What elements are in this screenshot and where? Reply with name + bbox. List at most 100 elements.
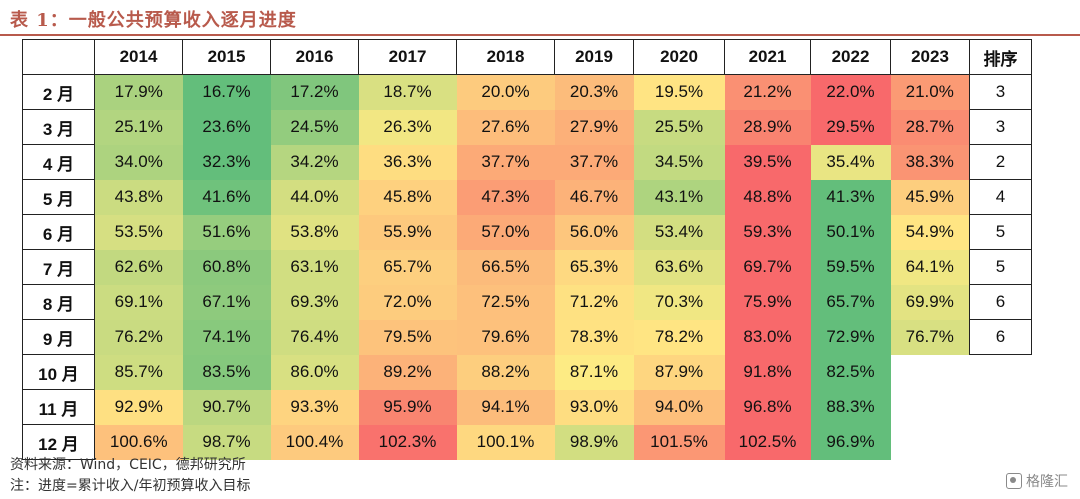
value-cell: 26.3% xyxy=(358,109,457,145)
value-cell: 90.7% xyxy=(182,389,271,425)
empty-rank-cell xyxy=(970,425,1032,460)
watermark-logo: 格隆汇 xyxy=(1006,471,1068,491)
value-cell: 60.8% xyxy=(182,249,271,285)
empty-cell xyxy=(891,390,970,425)
value-cell: 82.5% xyxy=(810,354,891,390)
month-label: 12 月 xyxy=(22,424,95,460)
value-cell: 44.0% xyxy=(270,179,359,215)
month-label: 6 月 xyxy=(22,214,95,250)
value-cell: 76.4% xyxy=(270,319,359,355)
month-label: 4 月 xyxy=(22,144,95,180)
value-cell: 69.9% xyxy=(890,284,970,320)
title-rule xyxy=(0,34,1080,36)
value-cell: 85.7% xyxy=(94,354,183,390)
value-cell: 79.5% xyxy=(358,319,457,355)
value-cell: 78.3% xyxy=(554,319,634,355)
year-header: 2022 xyxy=(810,39,891,75)
value-cell: 87.9% xyxy=(633,354,725,390)
year-header: 2014 xyxy=(94,39,183,75)
watermark-icon xyxy=(1006,473,1022,489)
value-cell: 28.9% xyxy=(724,109,811,145)
value-cell: 34.5% xyxy=(633,144,725,180)
value-cell: 94.1% xyxy=(456,389,555,425)
value-cell: 51.6% xyxy=(182,214,271,250)
value-cell: 43.1% xyxy=(633,179,725,215)
year-header: 2021 xyxy=(724,39,811,75)
value-cell: 70.3% xyxy=(633,284,725,320)
value-cell: 41.6% xyxy=(182,179,271,215)
value-cell: 72.9% xyxy=(810,319,891,355)
value-cell: 72.0% xyxy=(358,284,457,320)
value-cell: 56.0% xyxy=(554,214,634,250)
value-cell: 19.5% xyxy=(633,74,725,110)
value-cell: 96.9% xyxy=(810,424,891,460)
value-cell: 75.9% xyxy=(724,284,811,320)
table-row: 7 月 62.6% 60.8% 63.1% 65.7% 66.5% 65.3% 63.6% 69… xyxy=(22,249,1032,285)
value-cell: 66.5% xyxy=(456,249,555,285)
rank-cell: 3 xyxy=(969,74,1032,110)
value-cell: 98.9% xyxy=(554,424,634,460)
table-row: 3 月 25.1% 23.6% 24.5% 26.3% 27.6% 27.9% 25.5% 28… xyxy=(22,109,1032,145)
value-cell: 16.7% xyxy=(182,74,271,110)
value-cell: 69.7% xyxy=(724,249,811,285)
value-cell: 69.3% xyxy=(270,284,359,320)
value-cell: 79.6% xyxy=(456,319,555,355)
rank-cell: 2 xyxy=(969,144,1032,180)
value-cell: 69.1% xyxy=(94,284,183,320)
value-cell: 78.2% xyxy=(633,319,725,355)
value-cell: 98.7% xyxy=(182,424,271,460)
year-header: 2020 xyxy=(633,39,725,75)
watermark-text: 格隆汇 xyxy=(1026,474,1068,490)
value-cell: 72.5% xyxy=(456,284,555,320)
value-cell: 54.9% xyxy=(890,214,970,250)
value-cell: 45.8% xyxy=(358,179,457,215)
value-cell: 39.5% xyxy=(724,144,811,180)
value-cell: 71.2% xyxy=(554,284,634,320)
month-label: 10 月 xyxy=(22,354,95,390)
value-cell: 93.3% xyxy=(270,389,359,425)
value-cell: 23.6% xyxy=(182,109,271,145)
empty-cell xyxy=(891,425,970,460)
value-cell: 102.3% xyxy=(358,424,457,460)
value-cell: 63.1% xyxy=(270,249,359,285)
year-header: 2017 xyxy=(358,39,457,75)
value-cell: 65.7% xyxy=(358,249,457,285)
value-cell: 88.3% xyxy=(810,389,891,425)
value-cell: 86.0% xyxy=(270,354,359,390)
value-cell: 27.9% xyxy=(554,109,634,145)
year-header: 2015 xyxy=(182,39,271,75)
value-cell: 25.1% xyxy=(94,109,183,145)
definition-note: 注：进度=累计收入/年初预算收入目标 xyxy=(10,478,251,494)
value-cell: 18.7% xyxy=(358,74,457,110)
value-cell: 83.5% xyxy=(182,354,271,390)
value-cell: 83.0% xyxy=(724,319,811,355)
empty-cell xyxy=(891,355,970,390)
value-cell: 41.3% xyxy=(810,179,891,215)
progress-table: 2014 2015 2016 2017 2018 2019 2020 2021 2022 2023… xyxy=(22,39,1032,460)
table-row: 10 月 85.7% 83.5% 86.0% 89.2% 88.2% 87.1% 87.9% 9… xyxy=(22,354,1032,390)
value-cell: 21.2% xyxy=(724,74,811,110)
empty-rank-cell xyxy=(970,355,1032,390)
year-header: 2018 xyxy=(456,39,555,75)
value-cell: 34.2% xyxy=(270,144,359,180)
value-cell: 25.5% xyxy=(633,109,725,145)
value-cell: 59.5% xyxy=(810,249,891,285)
table-row: 2 月 17.9% 16.7% 17.2% 18.7% 20.0% 20.3% 19.5% 21… xyxy=(22,74,1032,110)
value-cell: 64.1% xyxy=(890,249,970,285)
rank-cell: 5 xyxy=(969,214,1032,250)
value-cell: 100.1% xyxy=(456,424,555,460)
table-row: 9 月 76.2% 74.1% 76.4% 79.5% 79.6% 78.3% 78.2% 83… xyxy=(22,319,1032,355)
value-cell: 36.3% xyxy=(358,144,457,180)
value-cell: 45.9% xyxy=(890,179,970,215)
rank-cell: 5 xyxy=(969,249,1032,285)
value-cell: 100.6% xyxy=(94,424,183,460)
value-cell: 46.7% xyxy=(554,179,634,215)
value-cell: 53.4% xyxy=(633,214,725,250)
value-cell: 28.7% xyxy=(890,109,970,145)
rank-cell: 3 xyxy=(969,109,1032,145)
table-row: 4 月 34.0% 32.3% 34.2% 36.3% 37.7% 37.7% 34.5% 39… xyxy=(22,144,1032,180)
value-cell: 100.4% xyxy=(270,424,359,460)
value-cell: 63.6% xyxy=(633,249,725,285)
value-cell: 101.5% xyxy=(633,424,725,460)
month-label: 8 月 xyxy=(22,284,95,320)
